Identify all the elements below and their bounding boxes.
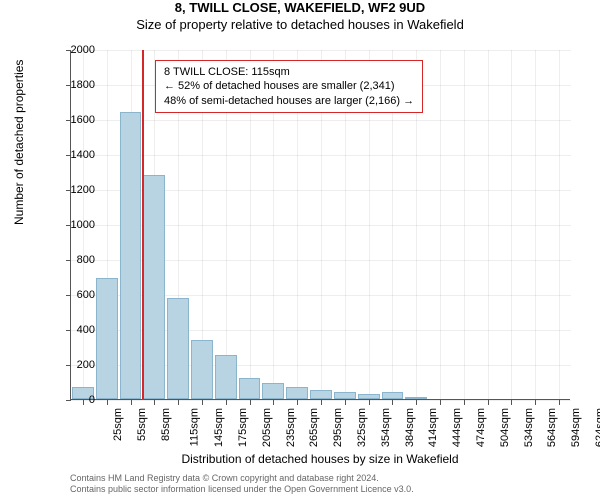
annotation-box: 8 TWILL CLOSE: 115sqm ← 52% of detached … <box>155 60 423 113</box>
xtick-mark <box>107 400 108 405</box>
ytick-mark <box>66 295 71 296</box>
ytick-label: 400 <box>77 324 95 336</box>
xtick-mark <box>416 400 417 405</box>
xtick-mark <box>488 400 489 405</box>
xtick-label: 354sqm <box>380 408 392 447</box>
xtick-mark <box>297 400 298 405</box>
annotation-line1: 8 TWILL CLOSE: 115sqm <box>164 65 414 79</box>
xtick-mark <box>535 400 536 405</box>
xtick-label: 25sqm <box>112 408 124 441</box>
xtick-label: 55sqm <box>136 408 148 441</box>
histogram-bar <box>405 397 427 399</box>
ytick-label: 2000 <box>71 44 95 56</box>
footer-line1: Contains HM Land Registry data © Crown c… <box>70 473 414 485</box>
histogram-bar <box>191 340 213 400</box>
xtick-mark <box>154 400 155 405</box>
ytick-mark <box>66 260 71 261</box>
xtick-mark <box>321 400 322 405</box>
marker-line <box>142 50 144 400</box>
chart-container: 8, TWILL CLOSE, WAKEFIELD, WF2 9UD Size … <box>0 0 600 500</box>
ytick-label: 1800 <box>71 79 95 91</box>
xtick-mark <box>440 400 441 405</box>
annotation-line2: ← 52% of detached houses are smaller (2,… <box>164 79 414 93</box>
xtick-label: 265sqm <box>309 408 321 447</box>
xtick-mark <box>202 400 203 405</box>
histogram-bar <box>262 383 284 399</box>
xtick-mark <box>369 400 370 405</box>
ytick-label: 200 <box>77 359 95 371</box>
page-title: 8, TWILL CLOSE, WAKEFIELD, WF2 9UD <box>0 0 600 15</box>
xtick-mark <box>511 400 512 405</box>
xtick-mark <box>464 400 465 405</box>
vgridline <box>559 50 560 400</box>
xtick-label: 384sqm <box>404 408 416 447</box>
ytick-label: 0 <box>89 394 95 406</box>
xtick-mark <box>392 400 393 405</box>
xtick-mark <box>559 400 560 405</box>
xtick-label: 295sqm <box>332 408 344 447</box>
xtick-label: 414sqm <box>428 408 440 447</box>
xtick-label: 115sqm <box>189 408 201 446</box>
ytick-label: 1400 <box>71 149 95 161</box>
xtick-label: 504sqm <box>499 408 511 447</box>
xtick-label: 205sqm <box>261 408 273 447</box>
ytick-mark <box>66 400 71 401</box>
ytick-label: 1200 <box>71 184 95 196</box>
histogram-bar <box>358 394 380 399</box>
xtick-label: 444sqm <box>451 408 463 447</box>
ytick-label: 1600 <box>71 114 95 126</box>
histogram-bar <box>286 387 308 399</box>
y-axis-label: Number of detached properties <box>12 60 26 225</box>
footer-text: Contains HM Land Registry data © Crown c… <box>70 473 414 496</box>
histogram-bar <box>310 390 332 399</box>
ytick-label: 800 <box>77 254 95 266</box>
vgridline <box>440 50 441 400</box>
histogram-bar <box>334 392 356 399</box>
xtick-mark <box>345 400 346 405</box>
ytick-mark <box>66 330 71 331</box>
histogram-bar <box>215 355 237 399</box>
xtick-label: 534sqm <box>523 408 535 447</box>
vgridline <box>535 50 536 400</box>
xtick-mark <box>226 400 227 405</box>
annotation-line3: 48% of semi-detached houses are larger (… <box>164 94 414 108</box>
footer-line2: Contains public sector information licen… <box>70 484 414 496</box>
xtick-mark <box>273 400 274 405</box>
vgridline <box>488 50 489 400</box>
x-axis-label: Distribution of detached houses by size … <box>70 452 570 466</box>
ytick-label: 1000 <box>71 219 95 231</box>
xtick-mark <box>131 400 132 405</box>
xtick-mark <box>178 400 179 405</box>
xtick-label: 325sqm <box>356 408 368 447</box>
xtick-label: 564sqm <box>547 408 559 447</box>
xtick-label: 235sqm <box>285 408 297 447</box>
xtick-mark <box>250 400 251 405</box>
histogram-bar <box>239 378 261 399</box>
xtick-mark <box>83 400 84 405</box>
ytick-mark <box>66 365 71 366</box>
histogram-bar <box>120 112 142 399</box>
xtick-label: 474sqm <box>475 408 487 447</box>
histogram-bar <box>167 298 189 400</box>
page-subtitle: Size of property relative to detached ho… <box>0 17 600 32</box>
vgridline <box>464 50 465 400</box>
histogram-bar <box>96 278 118 399</box>
xtick-label: 624sqm <box>594 408 600 447</box>
xtick-label: 145sqm <box>213 408 225 447</box>
histogram-bar <box>382 392 404 399</box>
xtick-label: 85sqm <box>160 408 172 441</box>
chart-area: 8 TWILL CLOSE: 115sqm ← 52% of detached … <box>70 50 570 400</box>
ytick-label: 600 <box>77 289 95 301</box>
vgridline <box>511 50 512 400</box>
xtick-label: 175sqm <box>237 408 249 447</box>
xtick-label: 594sqm <box>570 408 582 447</box>
histogram-bar <box>143 175 165 399</box>
